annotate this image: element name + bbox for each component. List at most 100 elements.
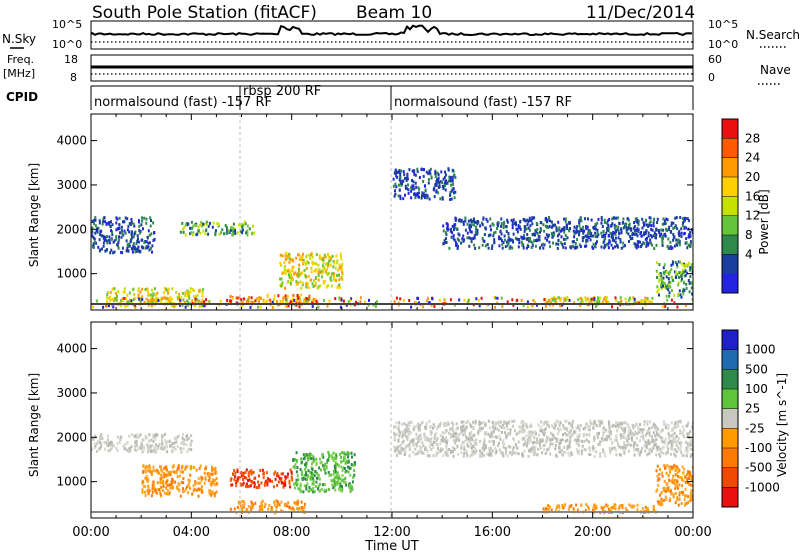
velocity-cell (620, 453, 623, 457)
velocity-cell (341, 485, 343, 489)
power-cell (655, 236, 657, 240)
power-cell (416, 191, 419, 195)
power-cell (635, 219, 638, 223)
power-cell (118, 226, 121, 230)
velocity-cell (179, 447, 182, 450)
power-cell (620, 246, 623, 250)
velocity-cell (278, 476, 281, 480)
power-cell (691, 292, 693, 296)
velocity-cell (609, 437, 612, 441)
velocity-cell (463, 447, 466, 451)
velocity-cell (632, 444, 635, 448)
velocity-cell (564, 439, 567, 443)
power-cell (634, 228, 637, 232)
power-colorbar-swatch (722, 254, 738, 275)
power-cell (588, 231, 591, 235)
velocity-cell (419, 433, 422, 437)
power-cell (312, 298, 315, 302)
power-cell (662, 217, 665, 221)
power-cell (295, 303, 298, 307)
velocity-cell (535, 432, 537, 436)
velocity-cell (608, 426, 611, 430)
y-tick-label: 3000 (56, 386, 87, 400)
velocity-cell (663, 421, 666, 425)
velocity-cell (636, 448, 639, 452)
power-colorbar-swatch (722, 196, 738, 217)
power-cell (123, 287, 126, 291)
power-cell (136, 296, 139, 300)
power-cell (359, 296, 362, 300)
velocity-cell (149, 470, 152, 474)
power-cell (608, 234, 610, 237)
velocity-cell (675, 444, 678, 448)
velocity-cell (484, 423, 487, 427)
power-cell (648, 300, 651, 303)
power-cell (563, 298, 566, 302)
power-cell (492, 234, 495, 238)
power-cell (295, 273, 298, 277)
velocity-cell (690, 497, 693, 501)
power-cell (622, 226, 625, 230)
power-cell (550, 220, 553, 224)
velocity-cell (211, 490, 214, 494)
velocity-cell (335, 476, 338, 480)
power-cell (248, 227, 251, 231)
velocity-cell (591, 446, 594, 450)
power-cell (595, 227, 597, 231)
power-cell (286, 257, 288, 260)
velocity-cell (302, 457, 305, 461)
noise-left-tick-bottom: 10^0 (52, 38, 82, 51)
velocity-cell (325, 466, 328, 470)
power-cell (283, 260, 286, 264)
velocity-cell (657, 473, 660, 476)
velocity-cell (687, 500, 690, 504)
velocity-cell (659, 450, 662, 454)
cpid-label: CPID (6, 90, 38, 104)
velocity-cell (475, 449, 478, 453)
power-cell (453, 173, 456, 177)
velocity-cell (267, 507, 270, 511)
power-cell (110, 220, 112, 224)
power-cell (200, 220, 203, 224)
velocity-cell (293, 482, 295, 486)
velocity-cell (593, 446, 596, 450)
velocity-cell (629, 443, 632, 447)
velocity-cell (211, 478, 214, 482)
power-cell (395, 296, 398, 300)
velocity-cell (491, 420, 494, 424)
noise-search-label: N.Search (746, 28, 800, 42)
velocity-cell (677, 420, 680, 424)
velocity-cell (467, 440, 470, 444)
power-cell (110, 229, 112, 233)
power-cell (445, 241, 447, 244)
velocity-cell (233, 507, 236, 511)
power-cell (625, 228, 628, 232)
power-cell (136, 249, 139, 253)
velocity-cell (239, 504, 242, 508)
velocity-cell (562, 506, 565, 510)
velocity-cell (148, 433, 151, 437)
power-cell (561, 227, 564, 231)
power-cell (663, 285, 666, 289)
power-cell (248, 295, 250, 299)
velocity-cell (147, 448, 150, 452)
power-cell (586, 303, 589, 307)
power-cell (109, 295, 112, 299)
power-cell (532, 298, 535, 302)
power-cell (454, 190, 457, 194)
velocity-cell (504, 431, 507, 435)
power-cell (102, 305, 105, 309)
power-cell (655, 243, 658, 247)
velocity-cell (230, 483, 233, 487)
velocity-cell (166, 492, 169, 496)
velocity-cell (310, 471, 313, 475)
power-cell (673, 301, 676, 305)
power-cell (456, 237, 459, 241)
velocity-cell (247, 505, 250, 508)
velocity-cell (568, 440, 571, 444)
power-cell (139, 249, 142, 253)
velocity-cell (463, 440, 466, 444)
velocity-cell (430, 433, 433, 436)
power-cell (403, 173, 406, 177)
power-cell (614, 232, 617, 236)
